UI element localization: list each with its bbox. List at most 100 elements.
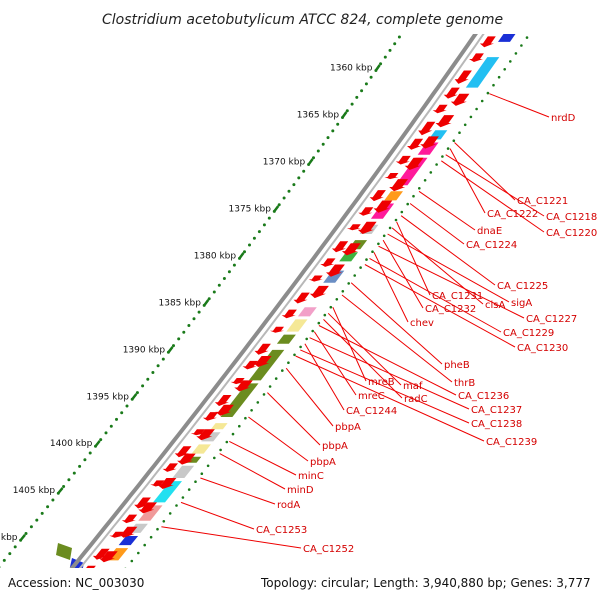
scale-label: 1410 kbp (0, 533, 18, 543)
inner-tick-dot (256, 401, 260, 404)
inner-tick-dot (206, 464, 210, 468)
label-leader (449, 148, 486, 214)
inner-tick-dot (175, 504, 178, 507)
map-title: Clostridium acetobutylicum ATCC 824, com… (102, 12, 503, 28)
inner-tick-dot (305, 337, 309, 341)
inner-tick-dot (238, 424, 241, 428)
scale-dot (161, 357, 165, 361)
gene-label: pbpA (310, 457, 336, 468)
label-leader (350, 282, 443, 365)
backbone-line-inner (52, 0, 509, 600)
gene-feature (384, 173, 399, 180)
label-leader (318, 325, 457, 396)
inner-tick-dot (525, 36, 529, 39)
gene-label: CA_C1239 (486, 437, 537, 448)
scale-label: 1400 kbp (50, 439, 93, 449)
scale-dot (207, 297, 211, 301)
inner-tick-dot (400, 210, 404, 214)
label-leader (295, 355, 485, 442)
footer-band (0, 568, 600, 600)
gene-label: chev (410, 318, 434, 329)
feature-track (56, 0, 540, 589)
label-leader (409, 203, 465, 245)
scale-dot (172, 344, 175, 348)
backbone-line-outer (43, 0, 502, 600)
gene-feature (450, 93, 470, 106)
gene-feature (118, 536, 139, 546)
gene-feature (320, 258, 336, 267)
scale-dot (345, 109, 349, 113)
gene-feature (56, 543, 72, 560)
gene-feature (121, 514, 138, 524)
inner-tick-dot (244, 416, 247, 420)
scale-dot (146, 377, 150, 381)
gene-feature (454, 70, 472, 84)
inner-tick-dot (219, 448, 222, 452)
gene-feature (138, 505, 163, 521)
inner-tick-dot (503, 68, 507, 71)
gene-label: pbpA (335, 422, 361, 433)
inner-tick-dot (441, 155, 444, 158)
inner-tick-dot (187, 488, 191, 491)
gene-feature (369, 190, 386, 202)
scale-dot (125, 404, 129, 408)
label-leader (400, 215, 496, 286)
scale-label: 1375 kbp (229, 204, 272, 214)
label-leader (454, 142, 516, 201)
gene-feature (469, 53, 484, 62)
inner-tick-dot (497, 75, 501, 79)
inner-tick-dot (412, 194, 415, 198)
gene-label: CA_C1221 (517, 196, 568, 207)
scale-dot (46, 505, 50, 509)
scale-dot (262, 223, 266, 227)
inner-tick-dot (213, 456, 216, 460)
gene-label: minC (298, 471, 324, 482)
scale-dot (88, 451, 92, 455)
gene-feature (248, 349, 285, 381)
inner-tick-dot (162, 520, 166, 523)
gene-feature (174, 446, 192, 458)
label-leader (285, 367, 334, 427)
gene-feature (420, 136, 439, 149)
label-leader (309, 337, 470, 410)
scale-dot (355, 95, 359, 99)
gene-feature (92, 548, 110, 560)
inner-tick-dot (231, 432, 235, 436)
label-leader (300, 349, 470, 424)
scale-dot (379, 62, 383, 66)
gene-label: sigA (511, 298, 532, 309)
inner-tick-dot (225, 440, 229, 444)
label-leader (341, 294, 453, 383)
gene-feature (234, 380, 253, 392)
scale-dot (72, 471, 76, 475)
inner-tick-dot (353, 274, 357, 277)
inner-tick-dot (168, 512, 172, 515)
gene-label: CA_C1231 (432, 291, 483, 302)
gene-feature (276, 334, 296, 344)
scale-label: 1360 kbp (330, 64, 373, 74)
gene-feature (253, 356, 272, 367)
gene-label: CA_C1230 (517, 343, 568, 354)
scale-dot (177, 337, 181, 341)
gene-label: CA_C1238 (471, 419, 522, 430)
inner-tick-dot (250, 409, 253, 412)
genome-backbone (43, 0, 509, 600)
gene-feature (157, 478, 177, 489)
gene-label: CA_C1227 (526, 314, 577, 325)
label-leader (373, 252, 409, 323)
scale-tick (131, 393, 138, 400)
scale-dot (227, 270, 231, 274)
inner-tick-dot (371, 250, 374, 253)
gene-feature (373, 200, 393, 213)
inner-tick-dot (137, 551, 140, 555)
gene-feature (202, 412, 219, 421)
scale-dot (115, 417, 118, 421)
inner-tick-dot (365, 258, 368, 261)
inner-tick-dot (268, 385, 272, 388)
scale-tick (341, 111, 348, 118)
gene-feature (341, 243, 361, 256)
inner-tick-dot (281, 369, 284, 372)
gene-label: pheB (444, 360, 470, 371)
gene-feature (214, 395, 232, 406)
scale-dot (397, 35, 401, 39)
